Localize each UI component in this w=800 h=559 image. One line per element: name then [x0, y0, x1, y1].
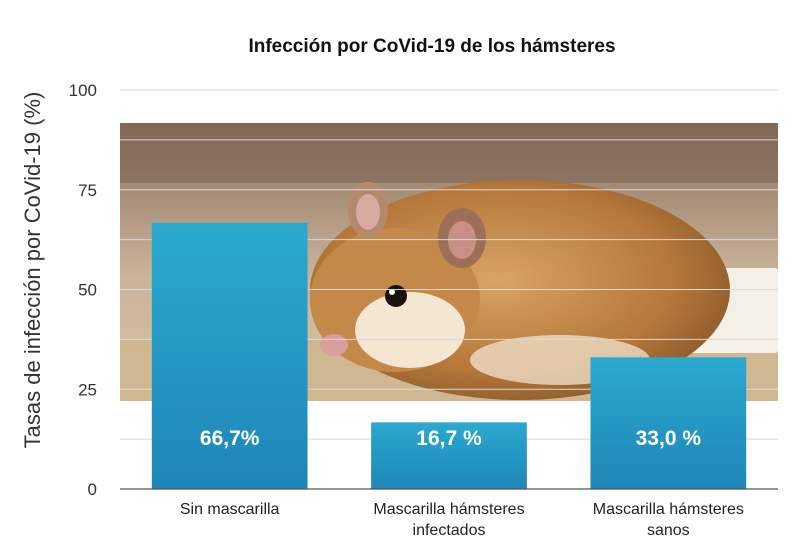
category-label: Mascarilla hámsteres sanos [593, 501, 744, 539]
bar-value-labels: 66,7% 16,7 % 33,0 % [200, 427, 701, 450]
y-tick-labels: 0 25 50 75 100 [69, 81, 97, 499]
bar-value-label: 16,7 % [416, 427, 482, 450]
y-axis-label: Tasas de infección por CoVid-19 (%) [20, 92, 45, 449]
y-tick-label: 75 [78, 181, 97, 200]
category-label: Sin mascarilla [180, 501, 280, 518]
y-tick-label: 0 [88, 480, 97, 499]
y-tick-label: 100 [69, 81, 97, 100]
y-tick-label: 50 [78, 281, 97, 300]
bar [371, 422, 527, 489]
chart-title: Infección por CoVid-19 de los hámsteres [248, 36, 615, 57]
hamster-photo [120, 123, 778, 401]
bar [590, 357, 747, 489]
bar-value-label: 66,7% [200, 427, 260, 450]
bar [151, 222, 308, 489]
category-labels: Sin mascarilla Mascarilla hámsteres infect… [180, 501, 744, 539]
y-tick-label: 25 [78, 380, 97, 399]
bar-value-label: 33,0 % [636, 427, 702, 450]
bars [151, 222, 747, 489]
category-label: Mascarilla hámsteres infectados [373, 501, 524, 539]
